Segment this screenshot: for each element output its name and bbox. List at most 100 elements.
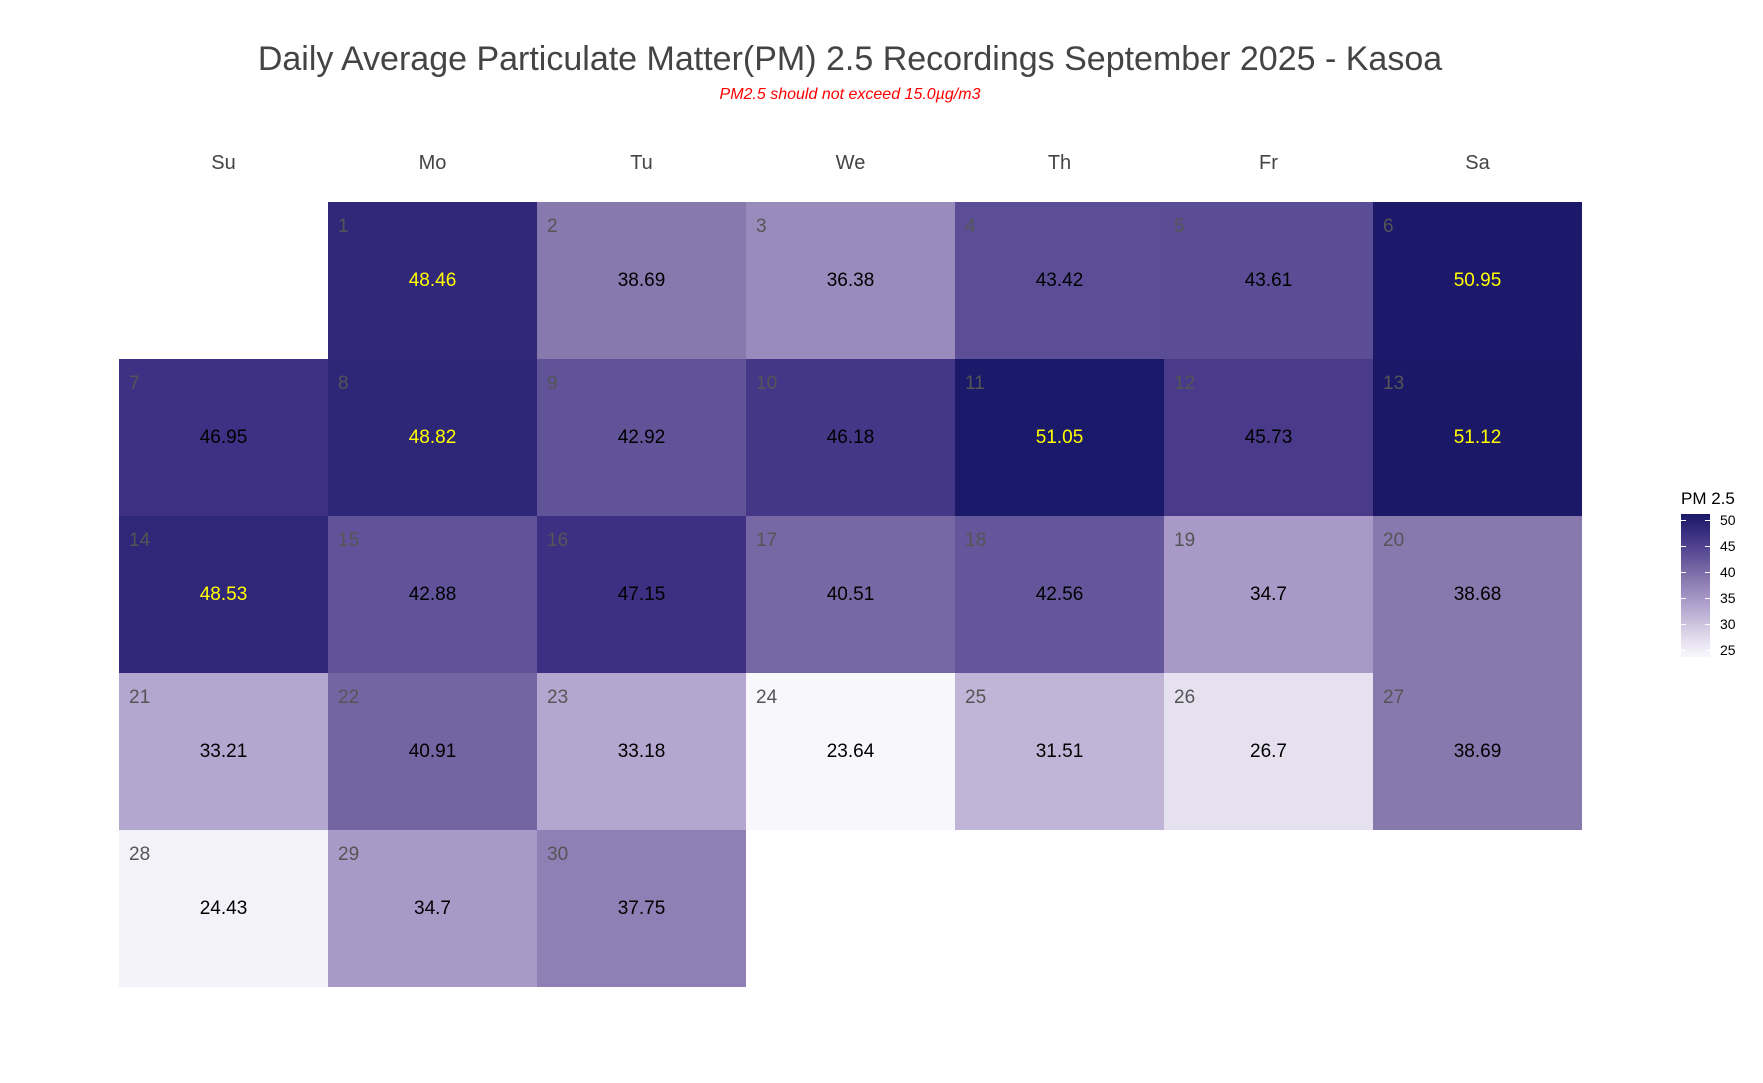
day-cell-28: 28 24.43 <box>119 830 328 987</box>
day-value: 48.82 <box>408 427 457 448</box>
day-value: 48.46 <box>408 270 457 291</box>
weekday-label-we: We <box>835 152 866 174</box>
day-cell-29: 29 34.7 <box>328 830 537 987</box>
day-value: 43.61 <box>1244 270 1293 291</box>
day-number: 12 <box>1174 373 1196 394</box>
day-number: 27 <box>1383 687 1405 708</box>
day-number: 29 <box>338 844 360 865</box>
day-value: 40.91 <box>408 741 457 762</box>
day-cell-4: 4 43.42 <box>955 202 1164 359</box>
day-number: 28 <box>129 844 151 865</box>
day-value: 40.51 <box>826 584 875 605</box>
day-value: 51.05 <box>1035 427 1084 448</box>
day-cell-15: 15 42.88 <box>328 516 537 673</box>
legend-title: PM 2.5 <box>1681 489 1735 508</box>
day-value: 36.38 <box>826 270 875 291</box>
day-number: 5 <box>1174 216 1185 237</box>
day-number: 16 <box>547 530 569 551</box>
weekday-label-tu: Tu <box>630 152 653 174</box>
day-number: 1 <box>338 216 349 237</box>
day-value: 48.53 <box>199 584 248 605</box>
legend-tick-mark <box>1681 519 1686 521</box>
day-value: 23.64 <box>826 741 875 762</box>
legend-tick-mark <box>1705 623 1710 625</box>
day-cell-23: 23 33.18 <box>537 673 746 830</box>
legend-tick-mark <box>1681 571 1686 573</box>
legend-tick-mark <box>1705 519 1710 521</box>
legend-tick-label: 40 <box>1720 563 1736 580</box>
legend-tick-label: 50 <box>1720 511 1736 528</box>
day-cell-25: 25 31.51 <box>955 673 1164 830</box>
day-number: 22 <box>338 687 360 708</box>
day-cell-1: 1 48.46 <box>328 202 537 359</box>
day-cell-9: 9 42.92 <box>537 359 746 516</box>
weekday-label-sa: Sa <box>1465 152 1490 174</box>
day-value: 43.42 <box>1035 270 1084 291</box>
day-value: 33.18 <box>617 741 666 762</box>
weekday-label-th: Th <box>1047 152 1072 174</box>
legend-tick-mark <box>1681 623 1686 625</box>
legend-tick-mark <box>1705 545 1710 547</box>
day-number: 11 <box>965 373 985 394</box>
day-value: 50.95 <box>1453 270 1502 291</box>
day-value: 45.73 <box>1244 427 1293 448</box>
day-value: 24.43 <box>199 898 248 919</box>
day-number: 20 <box>1383 530 1405 551</box>
day-number: 26 <box>1174 687 1196 708</box>
day-cell-6: 6 50.95 <box>1373 202 1582 359</box>
day-number: 23 <box>547 687 569 708</box>
day-value: 31.51 <box>1035 741 1084 762</box>
day-number: 21 <box>129 687 151 708</box>
day-number: 17 <box>756 530 778 551</box>
day-number: 2 <box>547 216 558 237</box>
day-number: 25 <box>965 687 987 708</box>
day-cell-17: 17 40.51 <box>746 516 955 673</box>
day-cell-10: 10 46.18 <box>746 359 955 516</box>
day-cell-24: 24 23.64 <box>746 673 955 830</box>
day-value: 46.18 <box>826 427 875 448</box>
day-number: 24 <box>756 687 778 708</box>
legend-tick-mark <box>1705 571 1710 573</box>
day-value: 26.7 <box>1250 741 1287 762</box>
day-number: 6 <box>1383 216 1394 237</box>
legend-tick-mark <box>1681 649 1686 651</box>
day-value: 34.7 <box>1250 584 1287 605</box>
day-cell-13: 13 51.12 <box>1373 359 1582 516</box>
day-value: 46.95 <box>199 427 248 448</box>
day-number: 9 <box>547 373 558 394</box>
legend-tick-mark <box>1681 597 1686 599</box>
day-cell-20: 20 38.68 <box>1373 516 1582 673</box>
chart-title: Daily Average Particulate Matter(PM) 2.5… <box>257 40 1443 78</box>
legend-tick-label: 30 <box>1720 615 1736 632</box>
day-value: 37.75 <box>617 898 666 919</box>
day-number: 13 <box>1383 373 1405 394</box>
day-cell-16: 16 47.15 <box>537 516 746 673</box>
legend-tick-label: 45 <box>1720 537 1736 554</box>
day-number: 4 <box>965 216 976 237</box>
day-cell-11: 11 51.05 <box>955 359 1164 516</box>
day-cell-12: 12 45.73 <box>1164 359 1373 516</box>
day-value: 42.88 <box>408 584 457 605</box>
day-number: 10 <box>756 373 778 394</box>
day-number: 30 <box>547 844 569 865</box>
day-value: 38.68 <box>1453 584 1502 605</box>
day-value: 38.69 <box>1453 741 1502 762</box>
day-cell-14: 14 48.53 <box>119 516 328 673</box>
day-cell-2: 2 38.69 <box>537 202 746 359</box>
day-cell-8: 8 48.82 <box>328 359 537 516</box>
legend-tick-label: 35 <box>1720 589 1736 606</box>
weekday-label-fr: Fr <box>1259 152 1278 174</box>
day-number: 14 <box>129 530 151 551</box>
weekday-label-mo: Mo <box>418 152 447 174</box>
day-cell-3: 3 36.38 <box>746 202 955 359</box>
day-cell-21: 21 33.21 <box>119 673 328 830</box>
day-value: 42.92 <box>617 427 666 448</box>
day-number: 18 <box>965 530 987 551</box>
legend-tick-mark <box>1681 545 1686 547</box>
day-value: 33.21 <box>199 741 248 762</box>
day-cell-30: 30 37.75 <box>537 830 746 987</box>
day-number: 15 <box>338 530 360 551</box>
legend-tick-mark <box>1705 597 1710 599</box>
day-value: 47.15 <box>617 584 666 605</box>
day-cell-18: 18 42.56 <box>955 516 1164 673</box>
